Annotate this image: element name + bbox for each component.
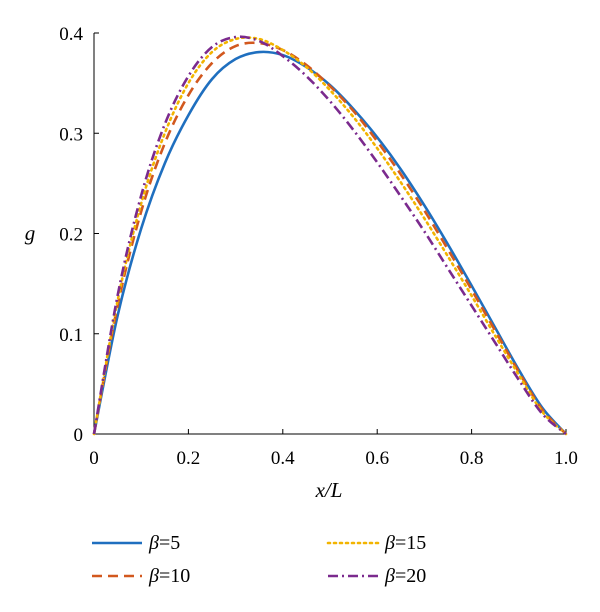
- legend-item: β=15: [326, 532, 426, 554]
- y-tick-label: 0.1: [59, 325, 83, 346]
- x-tick-label: 0: [89, 448, 99, 469]
- legend-label: β=10: [148, 565, 190, 587]
- x-tick-label: 0.2: [177, 448, 201, 469]
- x-axis-label: x/L: [315, 478, 343, 502]
- series-line-1: [92, 41, 567, 435]
- legend-symbol: β: [384, 565, 395, 587]
- y-tick-label: 0.3: [59, 124, 83, 145]
- plot-area: [92, 35, 568, 436]
- tick-labels: 0 0.2 0.4 0.6 0.8 1.0 0 0.1 0.2 0.3 0.4: [59, 24, 578, 469]
- legend-value: =5: [159, 532, 180, 554]
- x-tick-label: 1.0: [554, 448, 578, 469]
- legend-item: β=10: [92, 565, 190, 587]
- x-tick-label: 0.8: [460, 448, 484, 469]
- legend-symbol: β: [148, 532, 159, 554]
- legend-symbol: β: [384, 532, 395, 554]
- x-tick-label: 0.4: [271, 448, 295, 469]
- legend-label: β=5: [148, 532, 180, 554]
- legend-item: β=5: [92, 532, 180, 554]
- legend-value: =20: [395, 565, 426, 587]
- y-tick-label: 0: [74, 425, 84, 446]
- axes: [93, 32, 567, 435]
- y-tick-label: 0.2: [59, 225, 83, 246]
- series-line-0: [92, 50, 567, 435]
- legend-symbol: β: [148, 565, 159, 587]
- legend-label: β=15: [384, 532, 426, 554]
- y-tick-label: 0.4: [59, 24, 83, 45]
- legend-value: =15: [395, 532, 426, 554]
- x-tick-label: 0.6: [365, 448, 389, 469]
- legend-label: β=20: [384, 565, 426, 587]
- legend-item: β=20: [328, 565, 426, 587]
- series-line-3: [92, 35, 567, 436]
- legend-value: =10: [159, 565, 190, 587]
- series-line-2: [92, 36, 568, 436]
- legend: β=5β=10β=15β=20: [92, 532, 426, 587]
- y-axis-label: g: [25, 221, 36, 245]
